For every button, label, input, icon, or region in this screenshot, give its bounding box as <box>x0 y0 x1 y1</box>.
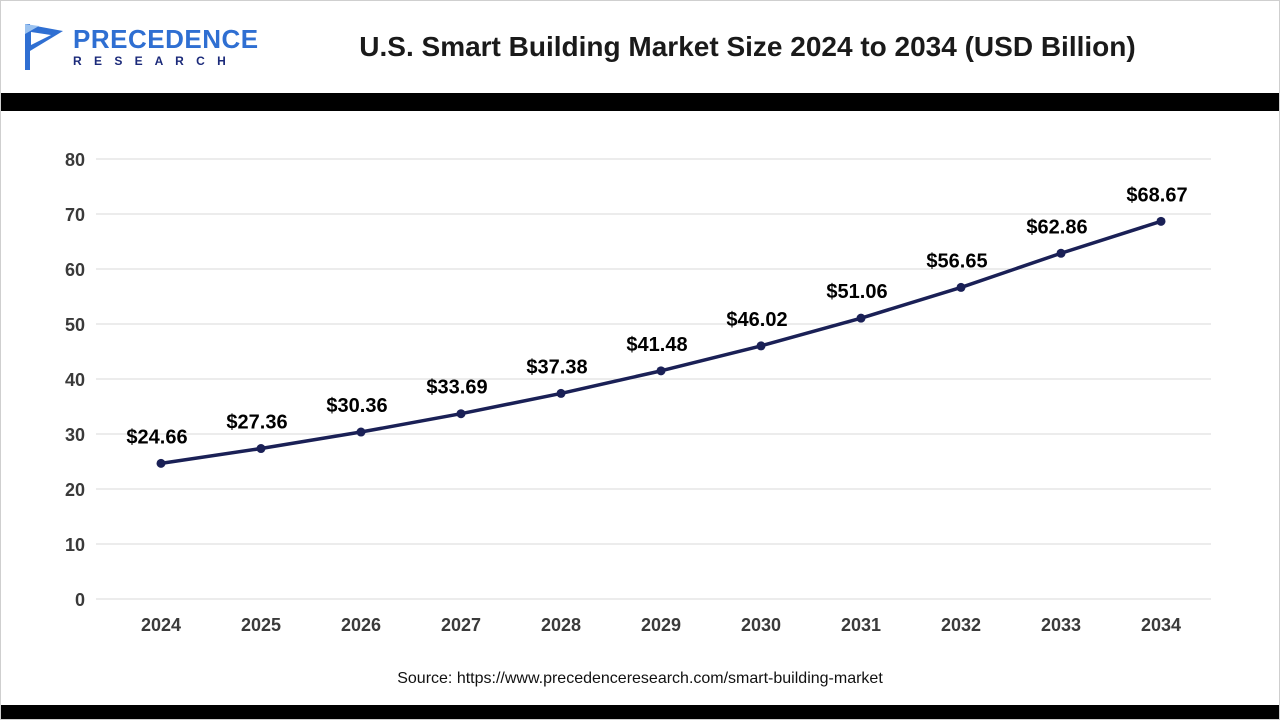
y-tick-label: 80 <box>65 150 85 170</box>
x-tick-label: 2026 <box>341 615 381 635</box>
data-label: $41.48 <box>626 334 687 356</box>
data-label: $27.36 <box>226 412 287 434</box>
page-title: U.S. Smart Building Market Size 2024 to … <box>359 31 1136 62</box>
footer-bar <box>1 705 1279 719</box>
data-point <box>1156 216 1166 226</box>
x-tick-label: 2030 <box>741 615 781 635</box>
y-tick-label: 0 <box>75 590 85 610</box>
x-tick-label: 2031 <box>841 615 881 635</box>
y-tick-label: 10 <box>65 535 85 555</box>
data-point <box>856 313 866 323</box>
data-point <box>256 444 266 454</box>
data-label: $56.65 <box>926 250 987 272</box>
data-point <box>1056 248 1066 258</box>
data-point <box>756 341 766 351</box>
data-point <box>356 427 366 437</box>
data-label: $30.36 <box>326 395 387 417</box>
logo-text: PRECEDENCE R E S E A R C H <box>73 24 259 69</box>
y-tick-label: 60 <box>65 260 85 280</box>
x-tick-label: 2025 <box>241 615 281 635</box>
y-tick-label: 30 <box>65 425 85 445</box>
x-tick-label: 2034 <box>1141 615 1181 635</box>
data-label: $24.66 <box>126 426 187 448</box>
x-tick-label: 2029 <box>641 615 681 635</box>
logo-subtitle: R E S E A R C H <box>73 54 231 69</box>
header-divider-bar <box>1 93 1279 111</box>
market-size-line-chart: 0 10 20 30 40 50 60 70 80 2024 2025 2026 2027 2028 202… <box>1 111 1279 651</box>
y-tick-label: 70 <box>65 205 85 225</box>
x-tick-label: 2032 <box>941 615 981 635</box>
data-label: $46.02 <box>726 309 787 331</box>
data-label: $37.38 <box>526 356 587 378</box>
data-point <box>656 366 666 376</box>
data-label: $51.06 <box>826 281 887 303</box>
logo-flag-icon <box>25 24 63 70</box>
data-point <box>556 388 566 398</box>
y-tick-label: 20 <box>65 480 85 500</box>
footer: Source: https://www.precedenceresearch.c… <box>1 651 1279 707</box>
data-point <box>956 282 966 292</box>
header: PRECEDENCE R E S E A R C H U.S. Smart Bu… <box>1 1 1279 93</box>
source-text: Source: https://www.precedenceresearch.c… <box>397 670 883 687</box>
x-tick-label: 2024 <box>141 615 181 635</box>
data-point <box>456 409 466 419</box>
logo-wordmark: PRECEDENCE <box>73 24 259 55</box>
data-label: $68.67 <box>1126 184 1187 206</box>
precedence-research-logo: PRECEDENCE R E S E A R C H <box>25 24 258 70</box>
y-tick-label: 50 <box>65 315 85 335</box>
data-point <box>156 458 166 468</box>
y-tick-label: 40 <box>65 370 85 390</box>
x-tick-label: 2033 <box>1041 615 1081 635</box>
x-tick-label: 2027 <box>441 615 481 635</box>
x-tick-label: 2028 <box>541 615 581 635</box>
data-label: $62.86 <box>1026 216 1087 238</box>
data-label: $33.69 <box>426 377 487 399</box>
